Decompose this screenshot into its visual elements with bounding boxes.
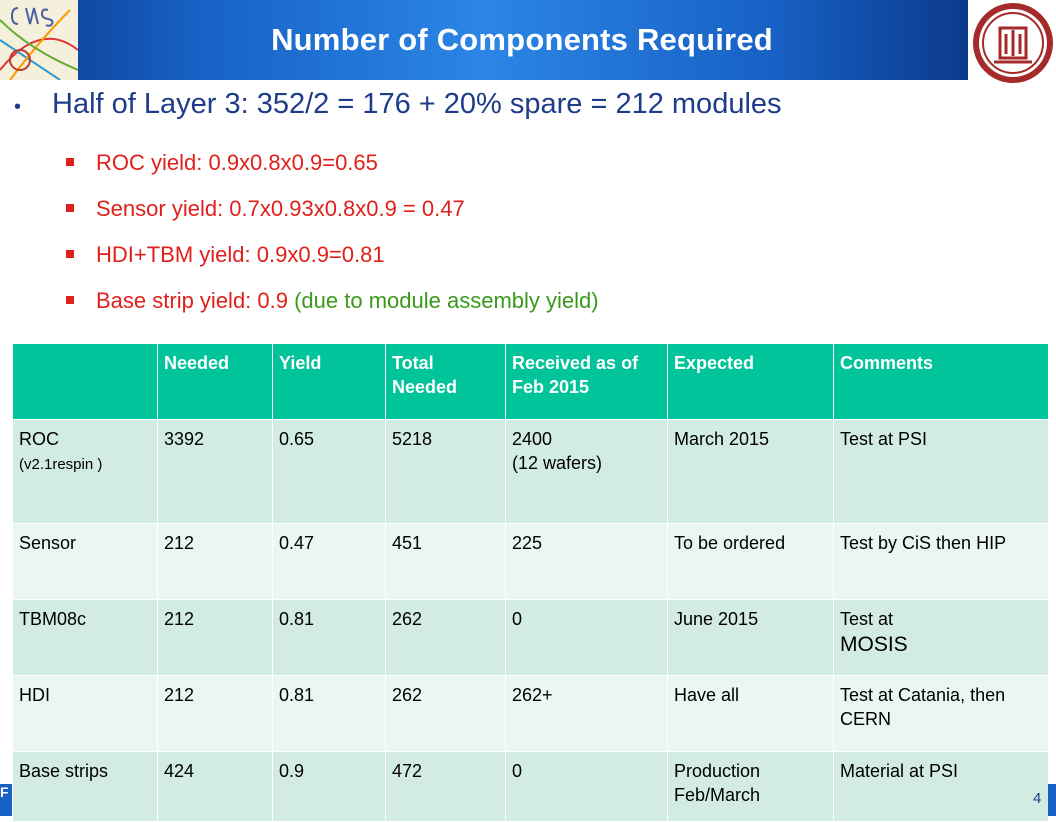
component-name: ROC xyxy=(19,429,59,449)
table-cell: 0.9 xyxy=(272,751,386,822)
table-cell: Material at PSI xyxy=(833,751,1049,822)
table-cell: 0.65 xyxy=(272,419,386,524)
table-cell: 2400 (12 wafers) xyxy=(505,419,668,524)
seal-icon xyxy=(973,3,1053,83)
table-row: HDI 212 0.81 262 262+ Have all Test at C… xyxy=(12,675,1049,752)
university-seal xyxy=(970,0,1056,86)
table-cell: March 2015 xyxy=(667,419,834,524)
header-cell: Yield xyxy=(272,343,386,420)
components-table: Needed Yield Total Needed Received as of… xyxy=(12,343,1049,822)
table-cell: 212 xyxy=(157,523,273,600)
table-cell: 451 xyxy=(385,523,506,600)
table-cell: 0.47 xyxy=(272,523,386,600)
table-cell: June 2015 xyxy=(667,599,834,676)
square-bullet-icon xyxy=(66,296,74,305)
sub-bullet-text: Base strip yield: 0.9 xyxy=(96,288,288,313)
table-cell: 262 xyxy=(385,675,506,752)
table-row: ROC (v2.1respin ) 3392 0.65 5218 2400 (12 … xyxy=(12,419,1049,524)
sub-bullet-sensor: Sensor yield: 0.7x0.93x0.8x0.9 = 0.47 xyxy=(66,196,465,222)
table-cell: 212 xyxy=(157,599,273,676)
table-cell: 212 xyxy=(157,675,273,752)
table-cell: Production Feb/March xyxy=(667,751,834,822)
table-cell: 0 xyxy=(505,599,668,676)
sub-bullet-text: HDI+TBM yield: 0.9x0.9=0.81 xyxy=(96,242,385,267)
header-cell: Expected xyxy=(667,343,834,420)
table-cell: Test at Catania, then CERN xyxy=(833,675,1049,752)
main-bullet-text: Half of Layer 3: 352/2 = 176 + 20% spare… xyxy=(52,88,782,120)
table-cell: 5218 xyxy=(385,419,506,524)
comment-text: Test at xyxy=(840,609,894,629)
table-cell: 0 xyxy=(505,751,668,822)
table-cell: 424 xyxy=(157,751,273,822)
cms-logo xyxy=(0,0,78,80)
header-cell: Comments xyxy=(833,343,1049,420)
table-cell: ROC (v2.1respin ) xyxy=(12,419,158,524)
table-row: TBM08c 212 0.81 262 0 June 2015 Test at M… xyxy=(12,599,1049,676)
table-cell: Test at PSI xyxy=(833,419,1049,524)
table-cell: Test by CiS then HIP xyxy=(833,523,1049,600)
table-cell: 262 xyxy=(385,599,506,676)
table-cell: 0.81 xyxy=(272,675,386,752)
table-cell: To be ordered xyxy=(667,523,834,600)
table-cell: Test at MOSIS xyxy=(833,599,1049,676)
table-cell: 262+ xyxy=(505,675,668,752)
header-cell: Total Needed xyxy=(385,343,506,420)
header-cell xyxy=(12,343,158,420)
received-sub: (12 wafers) xyxy=(512,453,603,474)
table-cell: Base strips xyxy=(12,751,158,822)
header-cell: Received as of Feb 2015 xyxy=(505,343,668,420)
table-row: Base strips 424 0.9 472 0 Production Feb… xyxy=(12,751,1049,822)
table-cell: 3392 xyxy=(157,419,273,524)
table-row: Sensor 212 0.47 451 225 To be ordered Te… xyxy=(12,523,1049,600)
received-value: 2400 xyxy=(512,429,553,449)
table-cell: 472 xyxy=(385,751,506,822)
sub-bullet-note: (due to module assembly yield) xyxy=(294,288,599,313)
footer-bar-left: F xyxy=(0,784,12,816)
sub-bullet-text: Sensor yield: 0.7x0.93x0.8x0.9 = 0.47 xyxy=(96,196,465,221)
footer-bar-right xyxy=(1048,784,1056,816)
sub-bullet-hdi-tbm: HDI+TBM yield: 0.9x0.9=0.81 xyxy=(66,242,385,268)
table-cell: 0.81 xyxy=(272,599,386,676)
comment-big: MOSIS xyxy=(840,633,908,657)
component-sub: (v2.1respin ) xyxy=(19,456,103,474)
square-bullet-icon xyxy=(66,158,74,167)
slide-title: Number of Components Required xyxy=(271,22,773,57)
table-cell: HDI xyxy=(12,675,158,752)
header-bar xyxy=(0,0,968,80)
page-number: 4 xyxy=(1033,790,1042,807)
sub-bullet-text: ROC yield: 0.9x0.8x0.9=0.65 xyxy=(96,150,378,175)
sub-bullet-base-strip: Base strip yield: 0.9 (due to module ass… xyxy=(66,288,599,314)
table-cell: Have all xyxy=(667,675,834,752)
square-bullet-icon xyxy=(66,250,74,259)
table-cell: 225 xyxy=(505,523,668,600)
header-cell: Needed xyxy=(157,343,273,420)
footer-text: F xyxy=(0,784,9,800)
bullet-dot-icon: • xyxy=(14,96,22,118)
cms-logo-icon xyxy=(0,0,78,80)
table-cell: Sensor xyxy=(12,523,158,600)
square-bullet-icon xyxy=(66,204,74,213)
table-cell: TBM08c xyxy=(12,599,158,676)
table-header-row: Needed Yield Total Needed Received as of… xyxy=(12,343,1049,420)
sub-bullet-roc: ROC yield: 0.9x0.8x0.9=0.65 xyxy=(66,150,378,176)
